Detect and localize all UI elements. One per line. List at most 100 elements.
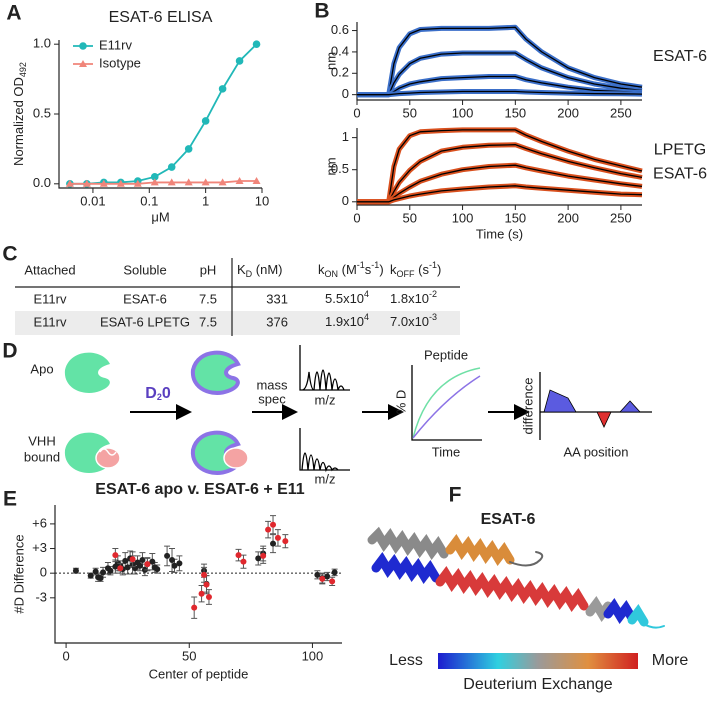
table-header: kOFF (s-1) xyxy=(390,260,441,279)
x-tick-label: 50 xyxy=(182,648,196,663)
point xyxy=(198,590,205,597)
y-tick-label: 0.5 xyxy=(331,161,349,176)
tail xyxy=(643,623,665,629)
helix xyxy=(627,603,649,627)
y-axis-label: Normalized OD492 xyxy=(11,62,28,166)
colorbar-title: Deuterium Exchange xyxy=(463,676,613,693)
text-part: D xyxy=(246,269,253,279)
trace-fit xyxy=(357,129,643,203)
point xyxy=(164,552,171,559)
protein-structure xyxy=(367,526,665,629)
x-tick-label: 0 xyxy=(353,105,360,120)
marker xyxy=(235,177,244,185)
axis-label: AA position xyxy=(563,444,628,459)
marker xyxy=(167,163,176,171)
x-axis-label: Time (s) xyxy=(476,226,523,241)
point xyxy=(112,552,119,559)
point xyxy=(270,521,277,528)
text-part: ON xyxy=(325,269,339,279)
point xyxy=(191,604,198,611)
diagram-label: spec xyxy=(258,391,286,406)
y-tick-label: 0.0 xyxy=(33,175,51,190)
y-tick-label: 0.5 xyxy=(33,105,51,120)
diagram-label: Apo xyxy=(30,361,53,376)
x-tick-label: 1 xyxy=(202,193,209,208)
point xyxy=(235,552,242,559)
table-header: KD (nM) xyxy=(237,262,283,279)
table-cell: 376 xyxy=(266,314,288,329)
point xyxy=(201,571,208,578)
text-part: 2 xyxy=(157,392,162,402)
panel-label: B xyxy=(314,0,329,23)
marker xyxy=(99,179,108,187)
helix xyxy=(435,565,589,613)
table-cell: E11rv xyxy=(34,291,67,306)
y-axis-label: nm xyxy=(323,52,338,70)
x-axis-label: μM xyxy=(151,209,169,224)
legend-marker xyxy=(79,60,87,67)
diagram-shapes xyxy=(64,345,652,475)
point xyxy=(205,594,212,600)
marker xyxy=(235,57,244,65)
table-cell: ESAT-6 xyxy=(123,291,167,306)
marker xyxy=(218,85,227,93)
x-tick-label: 100 xyxy=(302,648,324,663)
marker xyxy=(252,40,261,48)
series-line xyxy=(69,43,258,185)
axis-label: difference xyxy=(520,378,535,435)
y-tick-label: 1.0 xyxy=(33,36,51,51)
x-tick-label: 250 xyxy=(610,105,632,120)
text-part: 1.8x10 xyxy=(390,291,429,306)
colorbar-label: Less xyxy=(389,652,423,669)
text-part: s xyxy=(365,262,372,277)
helix xyxy=(603,597,637,625)
text-part: ) xyxy=(379,262,383,277)
point xyxy=(282,538,289,545)
y-axis-label: #D Difference xyxy=(11,534,26,613)
point xyxy=(100,569,107,576)
y-tick-label: 0.2 xyxy=(331,65,349,80)
text-part: 0 xyxy=(162,385,171,402)
text-part: -1 xyxy=(371,260,379,270)
colorbar-label: More xyxy=(652,652,689,669)
trace-fit xyxy=(357,90,643,96)
y-tick-label: +6 xyxy=(32,515,47,530)
point xyxy=(329,578,336,585)
x-axis-label: Center of peptide xyxy=(149,666,249,681)
panel-label: E xyxy=(3,488,17,511)
text-part: k xyxy=(318,262,325,277)
vhh-loops xyxy=(99,448,117,456)
table-cell: 7.5 xyxy=(199,314,217,329)
marker xyxy=(218,178,227,186)
plot-title: Peptide xyxy=(424,347,468,362)
marker xyxy=(116,179,125,187)
axis-label: Time xyxy=(432,444,460,459)
x-tick-label: 250 xyxy=(610,210,632,225)
table-cell: 1.8x10-2 xyxy=(390,289,437,306)
x-tick-label: 150 xyxy=(504,105,526,120)
marker xyxy=(184,145,193,153)
text-part: 5.5x10 xyxy=(325,291,364,306)
y-tick-label: 0.4 xyxy=(331,43,349,58)
x-tick-label: 50 xyxy=(403,105,417,120)
spectrum xyxy=(299,428,350,473)
point xyxy=(107,567,114,574)
text-part: 4 xyxy=(364,312,369,322)
marker xyxy=(201,117,210,125)
text-part: 492 xyxy=(18,62,28,77)
text-part: OFF xyxy=(397,269,415,279)
point xyxy=(124,564,131,571)
point xyxy=(144,561,151,568)
point xyxy=(319,575,326,582)
text-part: ) xyxy=(437,262,441,277)
point xyxy=(171,562,178,569)
panel-label: D xyxy=(2,340,17,363)
x-tick-label: 50 xyxy=(403,210,417,225)
point xyxy=(97,575,104,582)
trace-fit xyxy=(357,52,643,96)
point xyxy=(122,557,129,564)
apo-protein xyxy=(64,352,111,393)
text-part: (M xyxy=(338,262,357,277)
text-part: 7.0x10 xyxy=(390,314,429,329)
